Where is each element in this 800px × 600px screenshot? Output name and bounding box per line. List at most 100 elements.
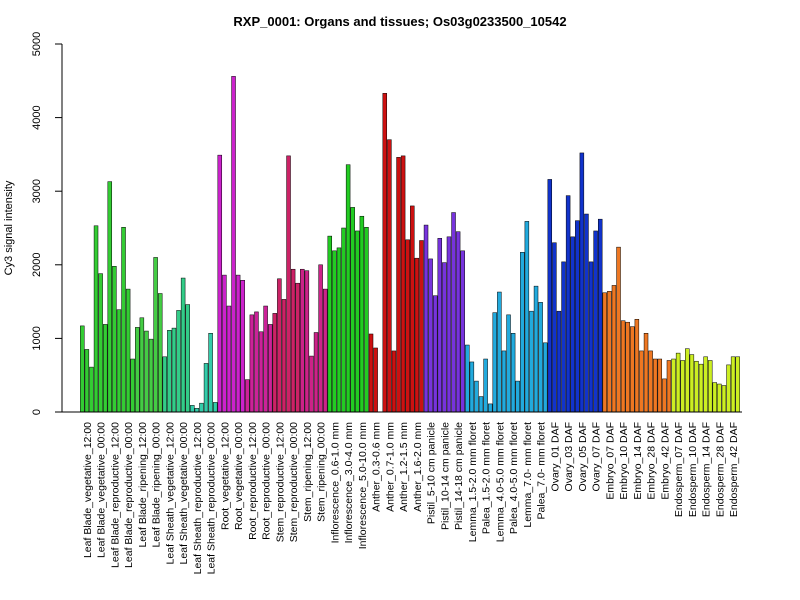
bar	[657, 358, 663, 413]
bar	[249, 314, 255, 413]
bar	[258, 331, 264, 413]
bar	[707, 360, 713, 413]
x-tick-label: Stem_reproductive_12:00	[274, 422, 286, 542]
bar	[570, 236, 575, 413]
bar	[231, 76, 236, 413]
x-tick-label: Palea_4.0-5.0 mm floret	[508, 422, 520, 534]
bar	[222, 274, 227, 413]
x-tick-label: Leaf Blade_vegetative_12:00	[82, 422, 94, 558]
bar	[235, 274, 241, 413]
bar	[116, 309, 122, 413]
bar	[148, 338, 154, 413]
bar	[575, 220, 580, 413]
bar	[125, 288, 131, 413]
bar	[620, 320, 626, 413]
bar	[309, 355, 314, 413]
x-axis: Leaf Blade_vegetative_12:00 Leaf Blade_ve…	[62, 411, 742, 575]
x-tick-label: Endosperm_07 DAF	[673, 422, 685, 517]
bar	[611, 285, 617, 413]
bar	[685, 348, 690, 413]
bar	[492, 312, 498, 413]
bar	[506, 314, 511, 413]
bar	[212, 402, 218, 413]
bar	[300, 268, 305, 413]
bar	[643, 333, 649, 413]
bar	[185, 304, 190, 413]
bar	[455, 231, 461, 413]
bar	[487, 403, 493, 413]
x-tick-label: Stem_ripening_12:00	[302, 422, 314, 522]
bar	[703, 356, 708, 413]
bar	[382, 93, 388, 413]
bar	[446, 236, 452, 413]
bar	[730, 356, 736, 413]
bar	[680, 360, 685, 413]
bar	[460, 250, 465, 413]
bar	[286, 155, 291, 413]
y-tick-label: 3000	[31, 179, 43, 203]
bar	[579, 152, 585, 413]
bar	[689, 354, 695, 413]
bar	[277, 278, 282, 413]
bar	[410, 205, 415, 413]
bar	[171, 327, 177, 413]
x-tick-label: Pistil_14-18 cm panicle	[453, 422, 465, 530]
bar	[226, 305, 232, 413]
bar	[199, 402, 204, 413]
bar	[304, 270, 310, 413]
x-tick-label: Embryo_14 DAF	[632, 422, 644, 500]
bar	[332, 250, 337, 413]
bar	[662, 378, 667, 413]
bar	[391, 350, 397, 413]
bar	[634, 319, 640, 413]
x-tick-label: Palea_1.5-2.0 mm floret	[481, 422, 493, 534]
bar	[355, 230, 360, 413]
bar	[483, 358, 488, 413]
bar	[102, 324, 108, 413]
x-tick-label: Inflorescence_3.0-4.0 mm	[343, 422, 355, 544]
bar	[529, 310, 534, 413]
bar	[515, 380, 520, 413]
bar	[217, 154, 223, 413]
bar	[584, 213, 589, 413]
y-tick-label: 1000	[31, 326, 43, 350]
x-tick-label: Anther_0.7-1.0 mm	[384, 422, 396, 512]
x-tick-label: Leaf Sheath_vegetative_00:00	[178, 422, 190, 565]
bar	[400, 155, 406, 413]
bar	[552, 242, 557, 413]
bar	[717, 383, 722, 413]
bar	[341, 227, 346, 413]
bar	[190, 405, 195, 413]
x-tick-label: Leaf Blade_ripening_00:00	[151, 422, 163, 548]
bar	[167, 330, 172, 413]
bar	[98, 273, 103, 413]
bar	[432, 295, 438, 413]
bar	[712, 382, 718, 413]
x-tick-label: Ovary_05 DAF	[577, 422, 589, 491]
bar	[533, 285, 539, 413]
x-tick-label: Leaf Blade_reproductive_12:00	[109, 422, 121, 568]
x-tick-label: Lemma_4.0-5.0 mm floret	[494, 422, 506, 542]
bar	[368, 333, 374, 413]
bar	[593, 230, 598, 413]
x-tick-label: Anther_0.3-0.6 mm	[371, 422, 383, 512]
bar	[597, 218, 603, 413]
x-tick-label: Embryo_10 DAF	[618, 422, 630, 500]
bar	[245, 379, 250, 413]
bars-group	[80, 76, 740, 413]
bar	[176, 310, 181, 413]
bar	[565, 195, 571, 413]
x-tick-label: Ovary_03 DAF	[563, 422, 575, 491]
bar	[267, 324, 273, 413]
x-tick-label: Pistil_5-10 cm panicle	[426, 422, 438, 524]
bar	[157, 293, 163, 413]
bar	[428, 258, 433, 413]
y-tick-label: 4000	[31, 105, 43, 129]
x-tick-label: Leaf Sheath_reproductive_00:00	[206, 422, 218, 575]
bar	[345, 164, 351, 413]
x-tick-label: Root_reproductive_00:00	[261, 422, 273, 540]
bar	[263, 305, 268, 413]
bar	[451, 212, 456, 413]
bar	[336, 247, 342, 413]
